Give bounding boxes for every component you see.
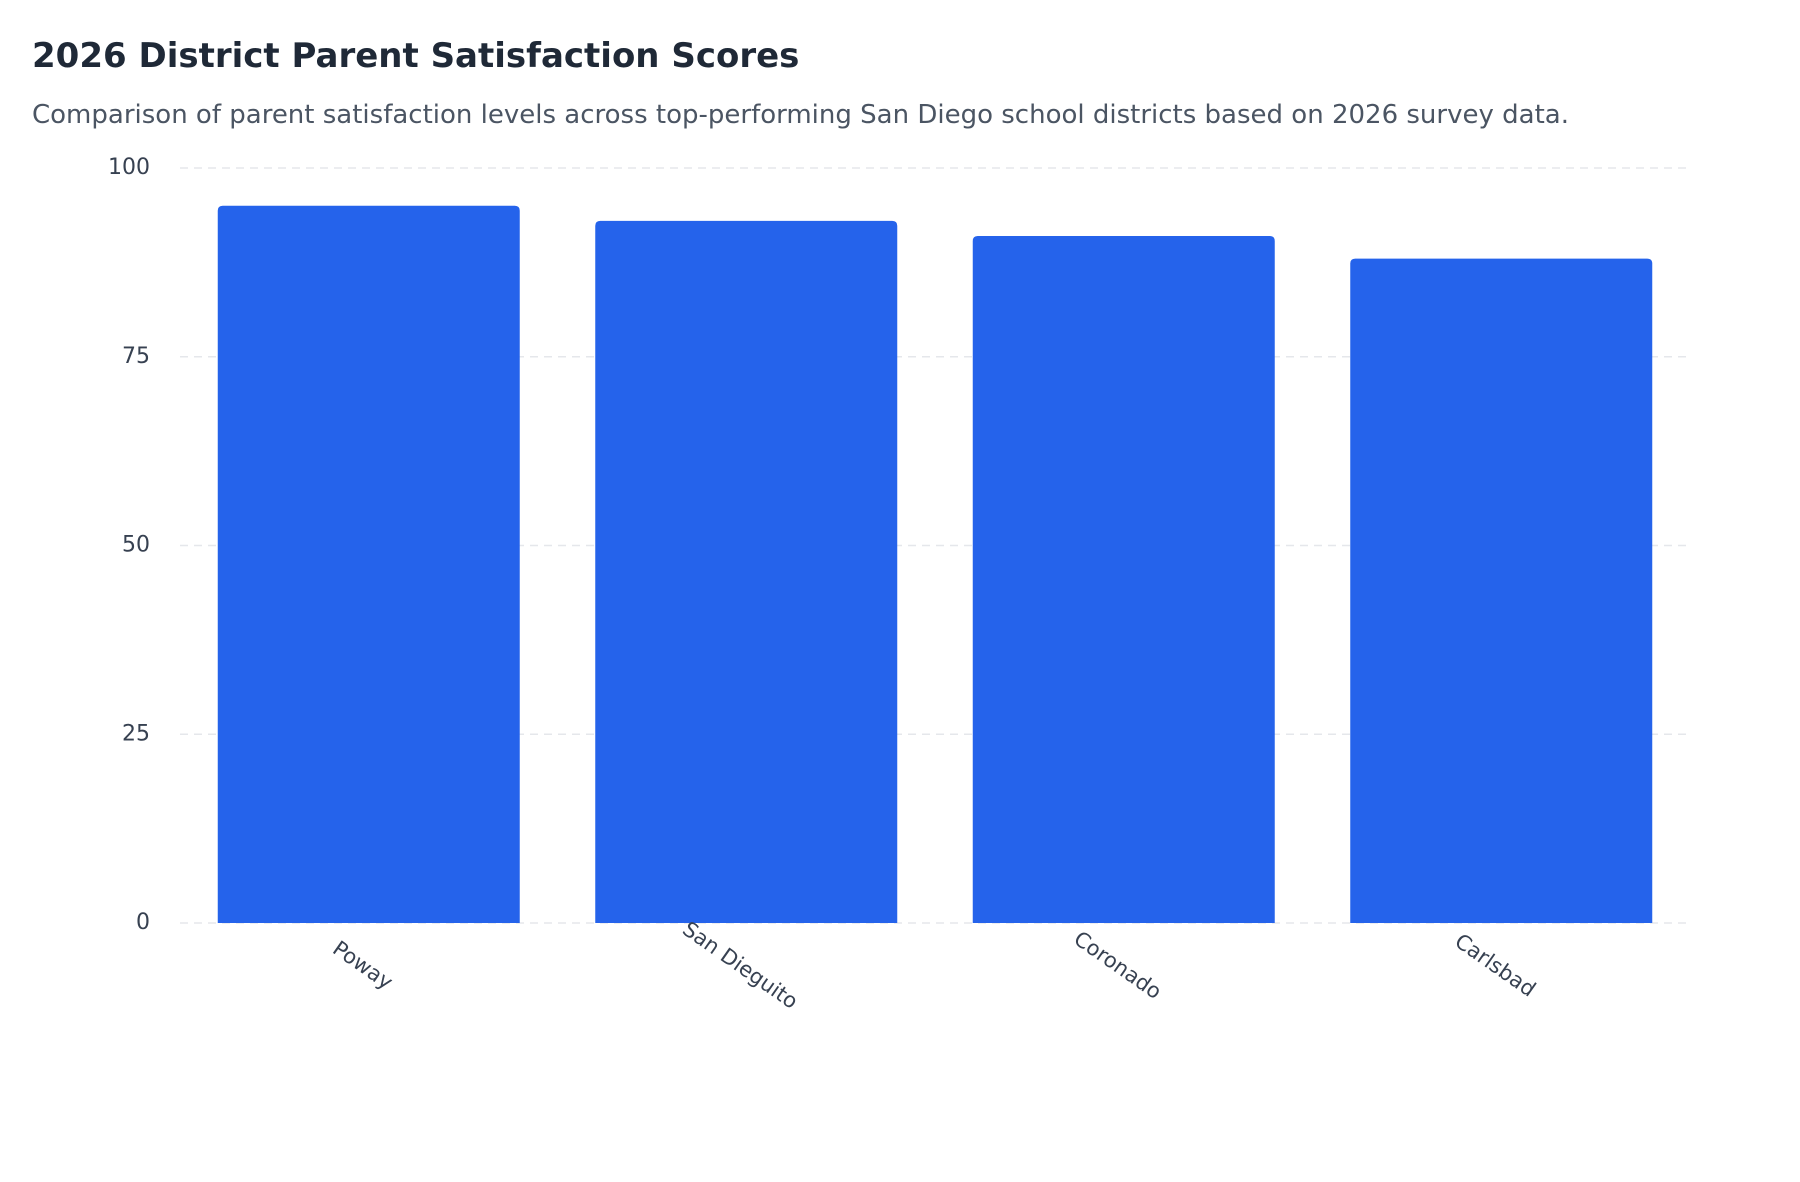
bar-san-dieguito[interactable]: [595, 220, 898, 924]
y-tick-label: 100: [108, 155, 150, 180]
y-tick-label: 50: [122, 533, 150, 558]
bar-poway[interactable]: [217, 205, 520, 923]
x-axis-labels: Poway San Dieguito Coronado Carlsbad: [328, 917, 1540, 1014]
y-axis-ticks: 0 25 50 75 100: [108, 155, 150, 935]
chart-title: 2026 District Parent Satisfaction Scores: [32, 36, 800, 76]
x-category-label: San Dieguito: [678, 917, 802, 1014]
y-tick-label: 25: [122, 721, 150, 746]
bar-carlsbad[interactable]: [1350, 258, 1653, 924]
y-tick-label: 75: [122, 344, 150, 369]
x-category-label: Poway: [328, 936, 397, 994]
x-category-label: Coronado: [1070, 927, 1166, 1005]
chart-subtitle: Comparison of parent satisfaction levels…: [32, 100, 1569, 130]
bar-coronado[interactable]: [972, 235, 1275, 923]
x-category-label: Carlsbad: [1451, 929, 1541, 1002]
y-tick-label: 0: [136, 910, 150, 935]
bars-layer: [217, 205, 1653, 924]
